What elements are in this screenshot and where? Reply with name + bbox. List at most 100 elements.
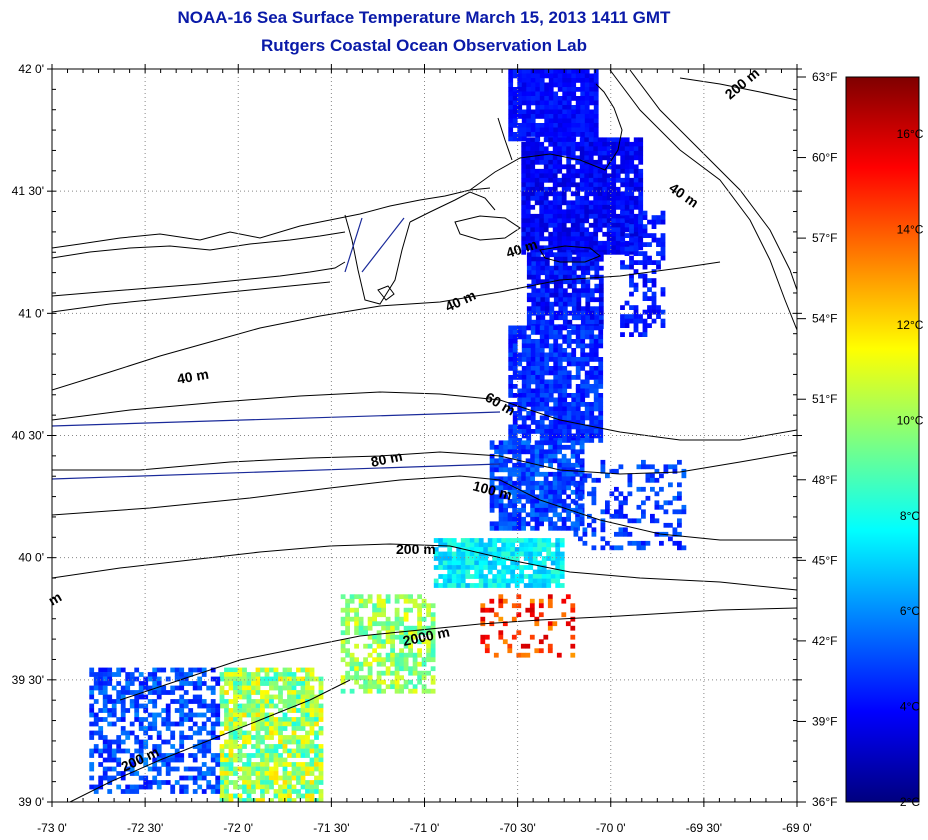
sst-pixel (593, 91, 599, 97)
sst-pixel (578, 459, 583, 465)
sst-pixel (237, 667, 243, 673)
sst-pixel (575, 494, 580, 500)
sst-pixel (224, 775, 229, 781)
sst-pixel (345, 598, 350, 604)
sst-pixel (642, 224, 648, 229)
sst-pixel (641, 464, 646, 470)
sst-pixel (237, 703, 243, 709)
lon-tick-label: -70 0' (596, 821, 626, 835)
colorbar-c-label: 10°C (897, 413, 924, 427)
sst-pixel (548, 453, 553, 459)
sst-pixel (553, 424, 559, 430)
sst-pixel (638, 228, 643, 234)
sst-pixel (134, 676, 140, 682)
sst-pixel (638, 251, 643, 256)
sst-pixel (589, 127, 595, 133)
sst-pixel (246, 730, 252, 736)
sst-pixel (433, 565, 439, 570)
sst-pixel (215, 703, 221, 709)
sst-pixel (677, 509, 682, 515)
sst-pixel (465, 574, 471, 579)
sst-pixel (201, 771, 207, 776)
sst-pixel (584, 370, 590, 376)
sst-pixel (517, 393, 523, 398)
sst-pixel (237, 676, 243, 682)
sst-pixel (93, 676, 99, 682)
sst-pixel (585, 319, 591, 325)
sst-pixel (602, 191, 608, 197)
sst-pixel (134, 717, 140, 722)
sst-pixel (584, 429, 590, 434)
nantucket (539, 245, 601, 263)
sst-pixel (255, 685, 261, 691)
sst-pixel (566, 485, 571, 491)
sst-pixel (192, 757, 198, 763)
sst-pixel (543, 236, 549, 242)
sst-pixel (531, 319, 537, 325)
sst-pixel (573, 482, 579, 488)
sst-pixel (278, 744, 283, 749)
sst-pixel (318, 748, 324, 754)
sst-pixel (620, 191, 626, 197)
sst-pixel (571, 73, 577, 79)
sst-pixel (102, 676, 108, 682)
sst-pixel (606, 177, 612, 183)
sst-pixel (403, 666, 409, 672)
sst-pixel (165, 690, 171, 695)
sst-pixel (521, 127, 527, 133)
sst-pixel (557, 73, 563, 79)
sst-pixel (296, 735, 301, 740)
sst-pixel (98, 730, 104, 736)
sst-pixel (251, 766, 256, 772)
sst-pixel (535, 96, 541, 101)
sst-pixel (188, 775, 194, 781)
sst-pixel (591, 545, 597, 551)
sst-pixel (553, 348, 559, 353)
sst-pixel (656, 309, 661, 315)
sst-pixel (300, 744, 306, 749)
sst-pixel (611, 150, 617, 156)
sst-pixel (539, 150, 545, 156)
sst-pixel (575, 458, 580, 464)
sst-pixel (546, 538, 552, 543)
sst-pixel (580, 357, 586, 362)
sst-pixel (538, 648, 544, 654)
sst-pixel (430, 603, 436, 609)
sst-pixel (548, 411, 554, 416)
sst-pixel (548, 397, 554, 403)
sst-pixel (543, 159, 549, 165)
sst-pixel (460, 569, 466, 575)
colorbar-f-label: 45°F (812, 553, 837, 567)
sst-pixel (219, 793, 225, 799)
sst-pixel (349, 657, 355, 663)
sst-pixel (629, 204, 635, 210)
sst-pixel (566, 78, 572, 83)
sst-pixel (179, 708, 185, 713)
sst-pixel (138, 694, 144, 700)
sst-pixel (584, 155, 590, 161)
sst-pixel (498, 449, 504, 455)
sst-pixel (602, 150, 608, 156)
sst-pixel (93, 730, 99, 736)
sst-pixel (179, 694, 185, 700)
sst-pixel (546, 547, 552, 552)
sst-pixel (447, 569, 453, 575)
sst-pixel (526, 397, 532, 403)
sst-pixel (677, 518, 682, 524)
sst-pixel (174, 676, 180, 682)
sst-pixel (170, 766, 176, 772)
sst-pixel (349, 666, 355, 672)
sst-pixel (566, 236, 572, 242)
sst-pixel (516, 525, 522, 531)
sst-pixel (165, 757, 171, 763)
sst-pixel (535, 82, 541, 88)
sst-pixel (421, 688, 427, 694)
sst-pixel (620, 318, 625, 324)
sst-pixel (107, 694, 113, 700)
sst-pixel (557, 444, 562, 450)
sst-pixel (512, 384, 518, 389)
sst-pixel (116, 694, 122, 700)
sst-pixel (521, 467, 526, 473)
sst-pixel (143, 726, 149, 731)
sst-pixel (591, 531, 597, 537)
